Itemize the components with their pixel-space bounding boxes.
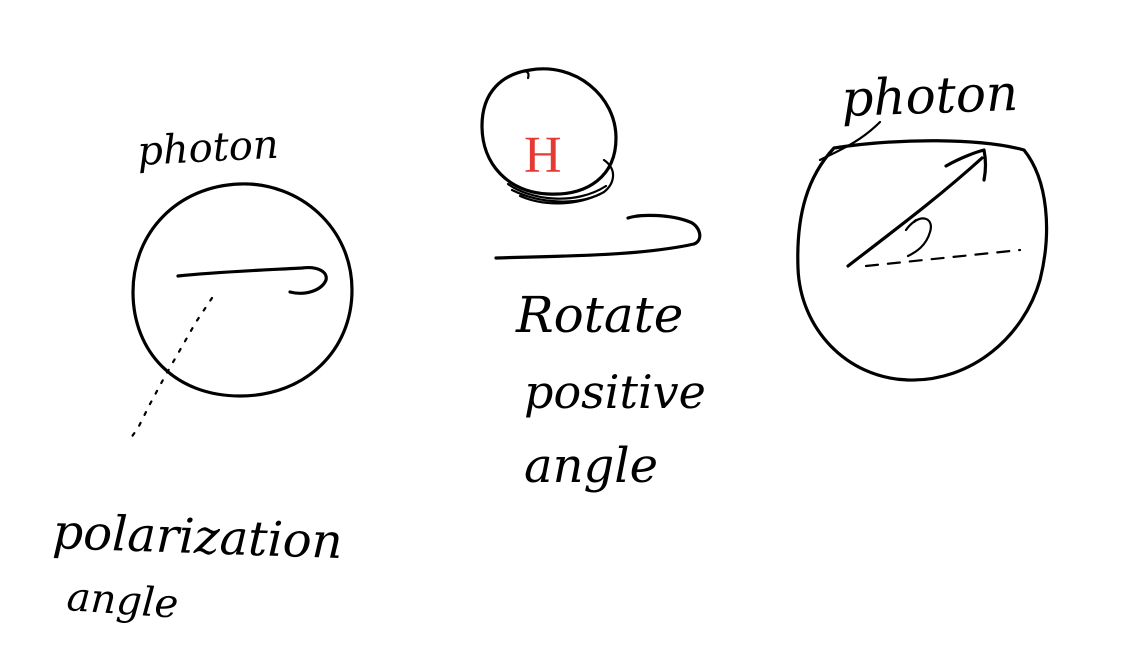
rotate-label: Rotate bbox=[515, 286, 683, 344]
right-circle-top-stroke bbox=[818, 120, 882, 162]
gate-circle-top-stroke bbox=[518, 70, 530, 80]
left-photon-group: photon polarization angle bbox=[52, 122, 354, 628]
left-angle-label: angle bbox=[65, 574, 180, 628]
left-photon-title: photon bbox=[136, 122, 280, 175]
right-photon-title: photon bbox=[840, 64, 1019, 128]
right-photon-circle bbox=[796, 139, 1049, 382]
left-polarization-label: polarization bbox=[52, 504, 344, 570]
rotate-arrow bbox=[494, 213, 702, 260]
right-angle-arc-icon bbox=[904, 217, 932, 258]
gate-group: H Rotate positive angle bbox=[480, 67, 706, 494]
gate-h-letter: H bbox=[524, 127, 562, 184]
right-photon-group: photon bbox=[796, 64, 1049, 382]
right-reference-dashed-line bbox=[864, 248, 1022, 268]
left-polarization-arrow bbox=[176, 266, 328, 295]
left-photon-circle bbox=[131, 182, 354, 398]
left-circle-overlap-stroke bbox=[236, 182, 280, 192]
positive-label: positive bbox=[524, 365, 706, 419]
gate-shadow-scribble bbox=[506, 158, 615, 205]
left-angle-dotted-line bbox=[126, 296, 214, 444]
angle-label: angle bbox=[524, 438, 658, 494]
gate-h-circle bbox=[480, 67, 618, 196]
right-polarization-arrow bbox=[846, 148, 988, 268]
